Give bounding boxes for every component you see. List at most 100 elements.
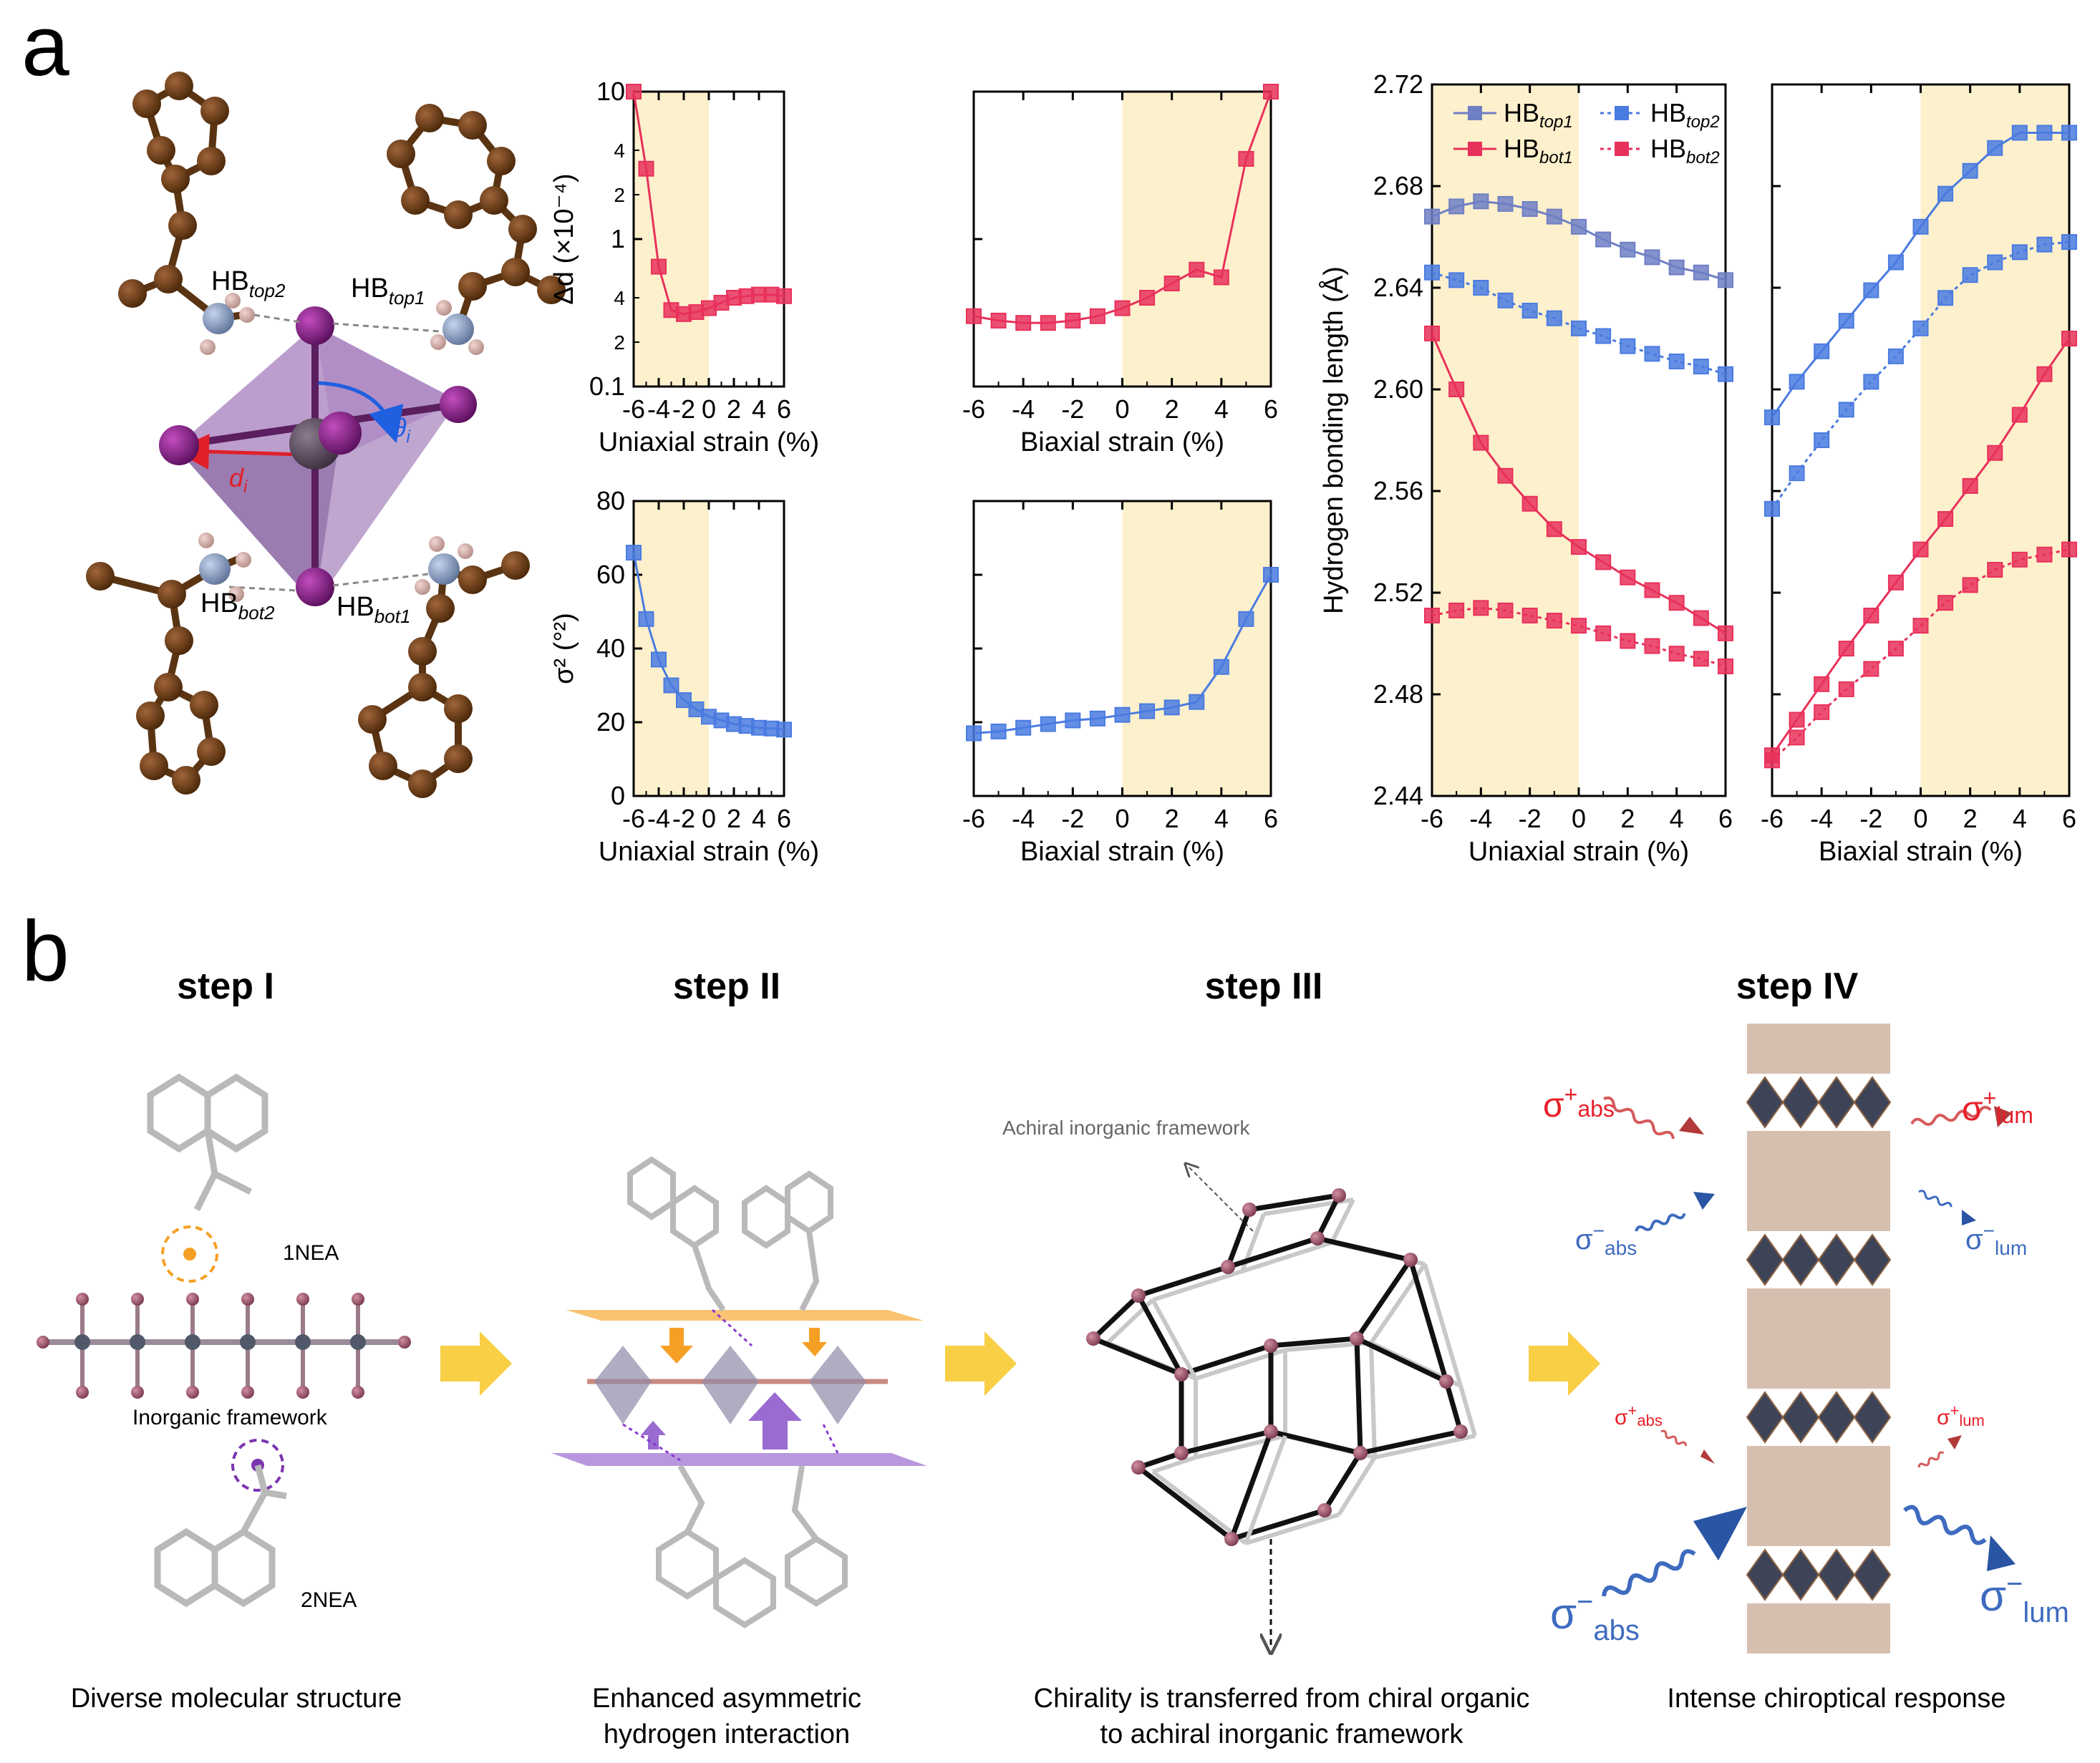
y-tick-label: 40 [596,633,625,663]
lattice-node [1317,1503,1332,1517]
y-tick-label: 2.56 [1373,476,1423,505]
inorganic-chain-nodes [37,1293,411,1399]
lattice-edge [1229,1430,1274,1540]
x-tick-label: -4 [1012,394,1035,424]
series-hb-top1 [1424,193,1733,288]
x-tick-label: -6 [622,394,645,424]
lattice-edge [1225,1208,1252,1268]
data-point [1448,198,1465,215]
organic-layer [1747,1446,1890,1496]
data-point [1668,646,1685,662]
plus-abs-top-head [1679,1117,1704,1135]
octahedron [1817,1548,1856,1601]
step-4-caption: Intense chiroptical response [1667,1684,2005,1714]
metal-node [185,1334,200,1350]
lattice-shadow-edge [1423,1263,1463,1386]
data-point [1789,729,1805,746]
nea2-molecule [154,1464,287,1608]
data-point [1863,374,1879,390]
minus-lum-bot-wave [1903,1505,1987,1545]
series-σ² [966,567,1279,742]
data-point [1163,276,1180,292]
halide-node [131,1386,144,1399]
data-point [1424,607,1440,623]
plus-abs-bot-wave [1660,1429,1688,1447]
octahedron [1746,1391,1784,1444]
data-point [1863,607,1879,623]
inorganic-lattice [1086,1188,1477,1546]
step-3-illustration: Achiral inorganic framework [1002,1117,1477,1646]
data-point [1595,328,1612,344]
sigma-minus-abs-bot: σ−abs [1550,1586,1640,1646]
data-point [1962,267,1978,283]
process-arrow-2 [945,1331,1017,1396]
x-tick-label: -6 [622,804,645,833]
legend-item-top1: HBtop1 [1453,98,1573,132]
octahedron [1781,1391,1820,1444]
atoms-top-right [387,104,566,355]
series-δd [966,84,1279,331]
y-tick-label: 10 [596,77,625,106]
octahedron [1781,1548,1820,1601]
data-point [1887,574,1904,591]
step2-octahedra [594,1346,866,1424]
lattice-shadow-edge [1244,1434,1287,1545]
plus-abs-top-wave [1603,1096,1675,1140]
data-point [1620,241,1636,258]
chart-hb_uniaxial: -6 -4 -2 0 2 4 6 2.44 2.48 2.52 2.56 2.60 2.64 2.68 2.… [1317,69,1733,867]
nea1-nitrogen [183,1248,196,1261]
data-point [1595,625,1612,641]
minus-lum-bot-head [1987,1535,2016,1571]
x-axis-label: Uniaxial strain (%) [599,837,819,867]
lattice-shadow-edge [1330,1198,1355,1244]
iodine-atom-left [159,425,199,465]
step2-hbonds [622,1308,839,1462]
lattice-edge [1355,1258,1413,1340]
x-tick-label: 6 [1264,804,1278,833]
minus-abs-top-head [1693,1192,1715,1210]
series-hb-bot2 [1764,541,2077,769]
plus-lum-bot-head [1947,1435,1962,1449]
metal-node [295,1334,311,1350]
halide-node [398,1336,411,1349]
legend-marker [1615,106,1629,120]
lattice-edge [1181,1429,1272,1456]
data-point [1644,346,1660,362]
data-point [1668,259,1685,276]
data-point [776,288,792,304]
halide-node [76,1386,89,1399]
data-point [1987,562,2003,578]
data-point [1497,602,1514,618]
x-tick-label: 2 [1963,804,1978,833]
data-point [2011,551,2028,568]
lattice-node [1242,1203,1257,1217]
halide-node [186,1293,199,1306]
data-point [1424,325,1440,341]
data-point [1473,600,1489,616]
metal-node [350,1334,366,1350]
sigma-minus-lum-bot: σ−lum [1980,1568,2069,1628]
data-point [1065,712,1081,729]
y-tick-label: 2.44 [1373,781,1423,810]
data-point [1521,607,1538,623]
data-point [1424,264,1440,281]
data-point [1863,282,1879,298]
shaded-strain-region [634,501,709,796]
nea1-label: 1NEA [283,1241,339,1265]
data-point [1693,651,1709,667]
lattice-shadow-edge [1152,1269,1243,1302]
stack-block [1746,1024,1892,1181]
data-point [2011,244,2028,261]
data-point [1571,218,1587,235]
data-point [1962,577,1978,593]
data-point [1693,359,1709,375]
data-point [663,677,679,694]
lattice-shadow-edge [1152,1455,1196,1474]
data-point [1620,633,1636,649]
y-minor-tick-label: 2 [614,331,625,354]
data-point [1644,249,1660,266]
data-point [1448,272,1465,288]
lattice-edge [1270,1336,1358,1349]
data-point [1015,719,1032,736]
